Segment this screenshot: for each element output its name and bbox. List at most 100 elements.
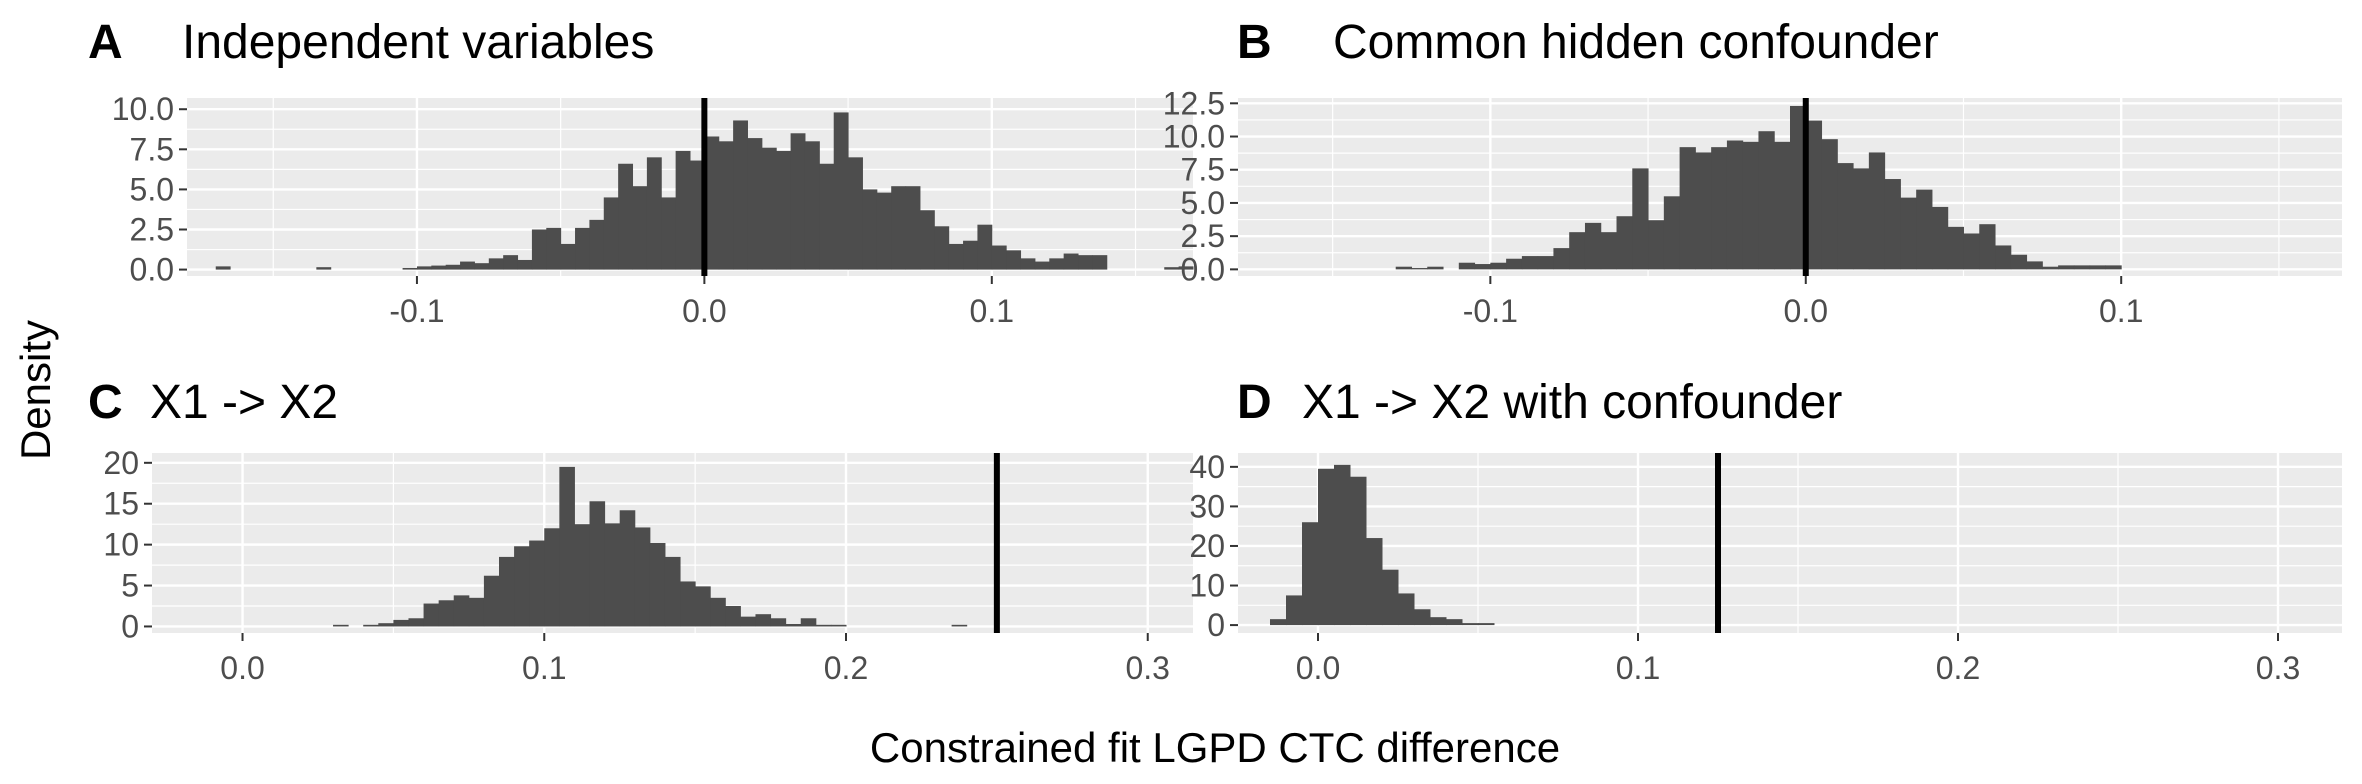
histogram-bar-c	[649, 543, 666, 627]
histogram-bar-a	[977, 224, 993, 270]
histogram-bar-d	[1478, 623, 1495, 626]
histogram-bar-b	[1963, 233, 1980, 270]
histogram-bar-b	[2105, 265, 2122, 270]
x-tick-label-d: 0.1	[1616, 650, 1660, 686]
histogram-bar-a	[690, 160, 705, 270]
histogram-bar-a	[848, 157, 863, 270]
histogram-bar-c	[529, 540, 545, 627]
histogram-bar-a	[819, 163, 835, 270]
histogram-bar-b	[1395, 266, 1412, 270]
histogram-bar-b	[1900, 197, 1917, 270]
histogram-bar-a	[747, 138, 763, 270]
histogram-bar-a	[1063, 253, 1079, 270]
y-tick-label-a: 2.5	[130, 211, 174, 247]
x-tick-label-c: 0.3	[1125, 650, 1169, 686]
x-tick-label-d: 0.3	[2256, 650, 2300, 686]
histogram-bar-c	[483, 575, 500, 627]
histogram-bar-d	[1446, 619, 1463, 626]
histogram-bar-b	[1648, 220, 1665, 270]
x-tick-label-d: 0.0	[1296, 650, 1340, 686]
y-tick-label-d: 40	[1189, 449, 1225, 485]
histogram-bar-a	[776, 150, 792, 270]
histogram-bar-b	[2042, 266, 2059, 270]
histogram-bar-a	[733, 120, 748, 270]
histogram-bar-c	[574, 524, 591, 627]
y-tick-label-a: 10.0	[112, 91, 174, 127]
histogram-bar-d	[1270, 619, 1287, 626]
histogram-bar-b	[1474, 264, 1491, 270]
histogram-bar-a	[790, 133, 806, 270]
histogram-bar-b	[1758, 131, 1775, 270]
histogram-bar-c	[514, 546, 530, 627]
histogram-bar-a	[1078, 255, 1093, 270]
histogram-bar-b	[1600, 232, 1618, 270]
y-tick-label-d: 0	[1207, 607, 1225, 643]
histogram-bar-b	[1458, 262, 1476, 270]
y-tick-label-c: 10	[103, 527, 139, 563]
y-tick-label-c: 15	[103, 486, 139, 522]
panel-b: B Common hidden confounder 0.02.55.07.51…	[1163, 16, 2342, 329]
histogram-bar-a	[618, 163, 634, 270]
x-axis-title: Constrained fit LGPD CTC difference	[870, 724, 1560, 771]
histogram-bar-a	[603, 197, 619, 270]
panel-c: C X1 -> X2 0 5 10 15 20 0.0 0.1 0.2 0.3	[88, 376, 1193, 686]
histogram-bar-a	[517, 259, 533, 270]
histogram-bar-b	[1726, 140, 1744, 270]
histogram-bar-b	[1884, 179, 1901, 270]
histogram-bar-a	[1164, 267, 1180, 270]
x-tick-label-c: 0.0	[220, 650, 264, 686]
histogram-bar-b	[1506, 258, 1523, 270]
histogram-bar-b	[1584, 222, 1602, 270]
y-tick-label-b: 10.0	[1163, 119, 1225, 155]
histogram-bar-b	[1490, 262, 1507, 270]
histogram-bar-c	[830, 624, 847, 627]
histogram-bar-c	[333, 624, 349, 627]
histogram-bar-c	[725, 606, 741, 627]
histogram-bar-b	[1411, 268, 1428, 270]
x-tick-label-a: 0.1	[970, 293, 1014, 329]
histogram-bar-c	[785, 624, 802, 627]
histogram-bar-a	[1020, 258, 1036, 270]
histogram-bar-b	[1695, 152, 1712, 270]
x-tick-label-a: 0.0	[682, 293, 726, 329]
histogram-bar-b	[1916, 189, 1933, 270]
histogram-bar-d	[1350, 476, 1367, 626]
histogram-bar-b	[1537, 256, 1554, 270]
histogram-bar-c	[468, 597, 485, 627]
histogram-bar-d	[1414, 609, 1431, 626]
histogram-bar-a	[1006, 250, 1022, 270]
histogram-bar-d	[1462, 623, 1479, 626]
plot-area-c: 0 5 10 15 20 0.0 0.1 0.2 0.3	[103, 445, 1193, 686]
histogram-bar-b	[1569, 232, 1586, 270]
x-tick-label-c: 0.2	[824, 650, 868, 686]
histogram-bar-d	[1398, 593, 1415, 626]
x-tick-label-d: 0.2	[1936, 650, 1980, 686]
y-tick-label-a: 7.5	[130, 131, 174, 167]
histogram-bar-d	[1430, 617, 1447, 626]
histogram-bar-d	[1366, 538, 1383, 626]
panel-title-d: X1 -> X2 with confounder	[1302, 376, 1842, 429]
y-tick-label-c: 0	[121, 608, 139, 644]
y-axis-title: Density	[12, 320, 59, 460]
histogram-bar-d	[1382, 569, 1399, 626]
y-tick-label-b: 7.5	[1181, 152, 1225, 188]
histogram-bar-a	[905, 186, 921, 270]
histogram-bar-c	[800, 618, 817, 627]
panel-letter-d: D	[1237, 376, 1272, 429]
histogram-bar-a	[661, 197, 677, 270]
histogram-bar-a	[402, 267, 418, 270]
histogram-bar-b	[1632, 168, 1649, 270]
x-tick-label-c: 0.1	[522, 650, 566, 686]
histogram-bar-a	[1049, 258, 1065, 270]
histogram-bar-a	[919, 210, 935, 270]
histogram-bar-a	[963, 240, 978, 270]
histogram-bar-c	[695, 586, 711, 627]
histogram-bar-b	[1427, 266, 1444, 270]
histogram-bar-b	[1979, 224, 1996, 270]
histogram-bar-b	[2073, 265, 2091, 270]
histogram-bar-a	[704, 136, 720, 270]
histogram-bar-b	[1995, 245, 2012, 270]
y-tick-label-d: 10	[1189, 568, 1225, 604]
histogram-bar-a	[804, 141, 820, 270]
